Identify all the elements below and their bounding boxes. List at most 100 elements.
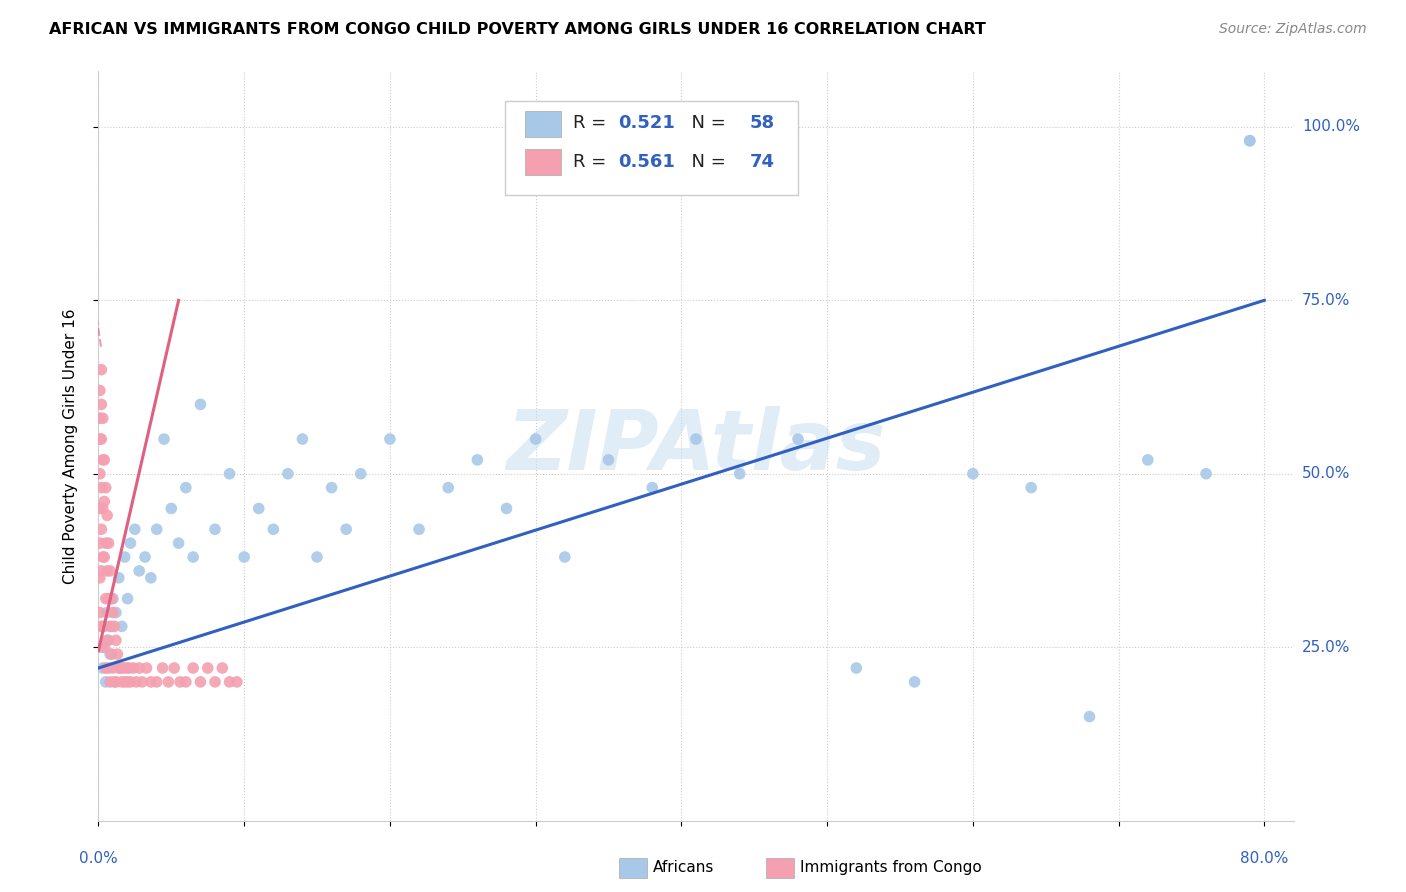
Point bbox=[111, 619, 134, 633]
Point bbox=[641, 481, 664, 495]
Point bbox=[117, 591, 139, 606]
Point bbox=[139, 674, 162, 689]
Point bbox=[277, 467, 299, 481]
Point bbox=[104, 674, 127, 689]
Point bbox=[96, 633, 118, 648]
Point bbox=[128, 661, 150, 675]
Point bbox=[96, 508, 118, 523]
Point bbox=[89, 467, 111, 481]
Point bbox=[1195, 467, 1218, 481]
Point bbox=[204, 674, 226, 689]
Text: 50.0%: 50.0% bbox=[1302, 467, 1350, 482]
Point bbox=[93, 453, 115, 467]
Point bbox=[103, 674, 125, 689]
Point bbox=[97, 661, 120, 675]
Point bbox=[100, 591, 122, 606]
Point bbox=[101, 606, 124, 620]
Point bbox=[89, 536, 111, 550]
Point bbox=[104, 633, 127, 648]
Point bbox=[291, 432, 314, 446]
Point bbox=[91, 549, 114, 564]
Point bbox=[117, 674, 139, 689]
Point bbox=[437, 481, 460, 495]
Point bbox=[321, 481, 343, 495]
Point bbox=[93, 640, 115, 655]
Point bbox=[100, 619, 122, 633]
Point bbox=[93, 494, 115, 508]
Point bbox=[89, 501, 111, 516]
Text: 75.0%: 75.0% bbox=[1302, 293, 1350, 308]
Point bbox=[108, 661, 131, 675]
Point bbox=[97, 633, 120, 648]
Point bbox=[1019, 481, 1042, 495]
Y-axis label: Child Poverty Among Girls Under 16: Child Poverty Among Girls Under 16 bbox=[63, 309, 77, 583]
Point bbox=[89, 571, 111, 585]
Point bbox=[108, 571, 131, 585]
Point bbox=[197, 661, 219, 675]
Point bbox=[247, 501, 270, 516]
Point bbox=[160, 501, 183, 516]
Point bbox=[91, 619, 114, 633]
Point bbox=[728, 467, 751, 481]
Point bbox=[100, 647, 122, 661]
Text: N =: N = bbox=[681, 153, 733, 171]
Point bbox=[554, 549, 576, 564]
Point bbox=[91, 661, 114, 675]
Point bbox=[124, 522, 146, 536]
Point bbox=[167, 536, 190, 550]
Point bbox=[181, 661, 204, 675]
Point bbox=[110, 661, 132, 675]
Point bbox=[128, 564, 150, 578]
Point bbox=[105, 647, 128, 661]
Point bbox=[98, 619, 121, 633]
Point bbox=[135, 661, 157, 675]
Text: N =: N = bbox=[681, 114, 733, 132]
Point bbox=[524, 432, 547, 446]
Point bbox=[305, 549, 328, 564]
Point bbox=[233, 549, 256, 564]
Point bbox=[98, 647, 121, 661]
Point bbox=[94, 661, 117, 675]
Point bbox=[101, 591, 124, 606]
Point bbox=[174, 481, 197, 495]
Point bbox=[98, 564, 121, 578]
Text: 0.0%: 0.0% bbox=[79, 851, 118, 866]
Point bbox=[685, 432, 707, 446]
Point bbox=[145, 522, 167, 536]
Point bbox=[98, 674, 121, 689]
Point bbox=[181, 549, 204, 564]
Text: 0.561: 0.561 bbox=[619, 153, 675, 171]
Point bbox=[335, 522, 357, 536]
Point bbox=[89, 411, 111, 425]
Point bbox=[903, 674, 925, 689]
Point bbox=[90, 619, 112, 633]
Point bbox=[598, 453, 620, 467]
Point bbox=[94, 674, 117, 689]
Point bbox=[163, 661, 186, 675]
Point bbox=[91, 501, 114, 516]
Point bbox=[125, 674, 148, 689]
Point bbox=[96, 606, 118, 620]
Point bbox=[90, 481, 112, 495]
Text: AFRICAN VS IMMIGRANTS FROM CONGO CHILD POVERTY AMONG GIRLS UNDER 16 CORRELATION : AFRICAN VS IMMIGRANTS FROM CONGO CHILD P… bbox=[49, 22, 986, 37]
Point bbox=[218, 467, 240, 481]
Text: 100.0%: 100.0% bbox=[1302, 120, 1360, 135]
Point bbox=[91, 453, 114, 467]
Point bbox=[114, 549, 136, 564]
Point bbox=[1136, 453, 1159, 467]
FancyBboxPatch shape bbox=[524, 149, 561, 175]
Point bbox=[139, 571, 162, 585]
Point bbox=[90, 362, 112, 376]
Point bbox=[93, 619, 115, 633]
Point bbox=[152, 661, 174, 675]
Text: 58: 58 bbox=[749, 114, 775, 132]
Point bbox=[1239, 134, 1261, 148]
Text: Source: ZipAtlas.com: Source: ZipAtlas.com bbox=[1219, 22, 1367, 37]
Point bbox=[157, 674, 180, 689]
Point bbox=[211, 661, 233, 675]
Point bbox=[962, 467, 984, 481]
Point bbox=[94, 481, 117, 495]
Point bbox=[408, 522, 430, 536]
Point bbox=[97, 536, 120, 550]
Text: 25.0%: 25.0% bbox=[1302, 640, 1350, 655]
